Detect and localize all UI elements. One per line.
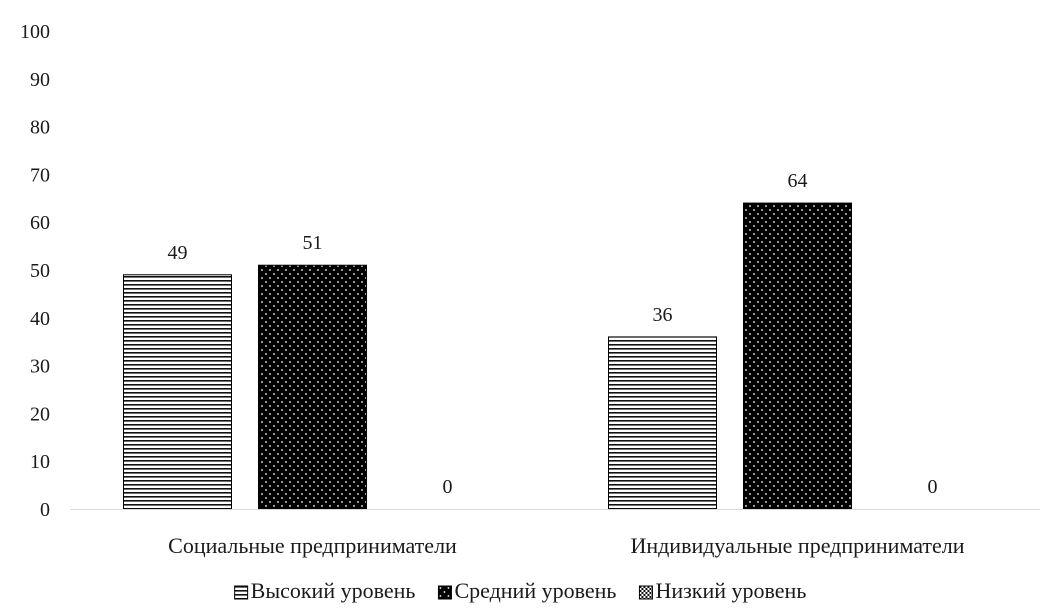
bar [743, 202, 852, 510]
bar [123, 274, 232, 510]
category-label: Социальные предприниматели [168, 533, 457, 558]
y-tick-label: 30 [30, 356, 50, 378]
bars [123, 202, 852, 510]
data-label: 36 [653, 304, 673, 326]
legend-label: Средний уровень [454, 578, 616, 603]
y-tick-label: 60 [30, 212, 50, 234]
y-tick-label: 100 [20, 21, 50, 43]
legend-item: Высокий уровень [234, 578, 416, 603]
x-axis: Социальные предприниматели Индивидуальные… [70, 509, 1040, 558]
legend-label: Высокий уровень [251, 578, 416, 603]
legend-label: Низкий уровень [655, 578, 806, 603]
data-label: 49 [168, 242, 188, 264]
data-label: 0 [443, 476, 453, 498]
legend: Высокий уровень Средний уровень Низкий уро… [234, 578, 806, 603]
data-labels: 49 51 0 36 64 0 [168, 170, 938, 498]
legend-swatch [234, 585, 249, 600]
legend-item: Низкий уровень [638, 578, 806, 603]
y-tick-label: 20 [30, 403, 50, 425]
y-tick-label: 10 [30, 451, 50, 473]
data-label: 64 [788, 170, 808, 192]
y-tick-label: 90 [30, 69, 50, 91]
bar [608, 336, 717, 510]
y-tick-label: 80 [30, 117, 50, 139]
y-tick-label: 40 [30, 308, 50, 330]
category-label: Индивидуальные предприниматели [630, 533, 964, 558]
bar [258, 264, 367, 510]
y-axis: 0 10 20 30 40 50 60 70 80 90 100 [20, 21, 50, 521]
legend-swatch [437, 585, 452, 600]
y-tick-label: 70 [30, 164, 50, 186]
data-label: 51 [303, 232, 323, 254]
legend-swatch [638, 585, 653, 600]
y-tick-label: 0 [40, 499, 50, 521]
y-tick-label: 50 [30, 260, 50, 282]
data-label: 0 [928, 476, 938, 498]
legend-item: Средний уровень [437, 578, 616, 603]
